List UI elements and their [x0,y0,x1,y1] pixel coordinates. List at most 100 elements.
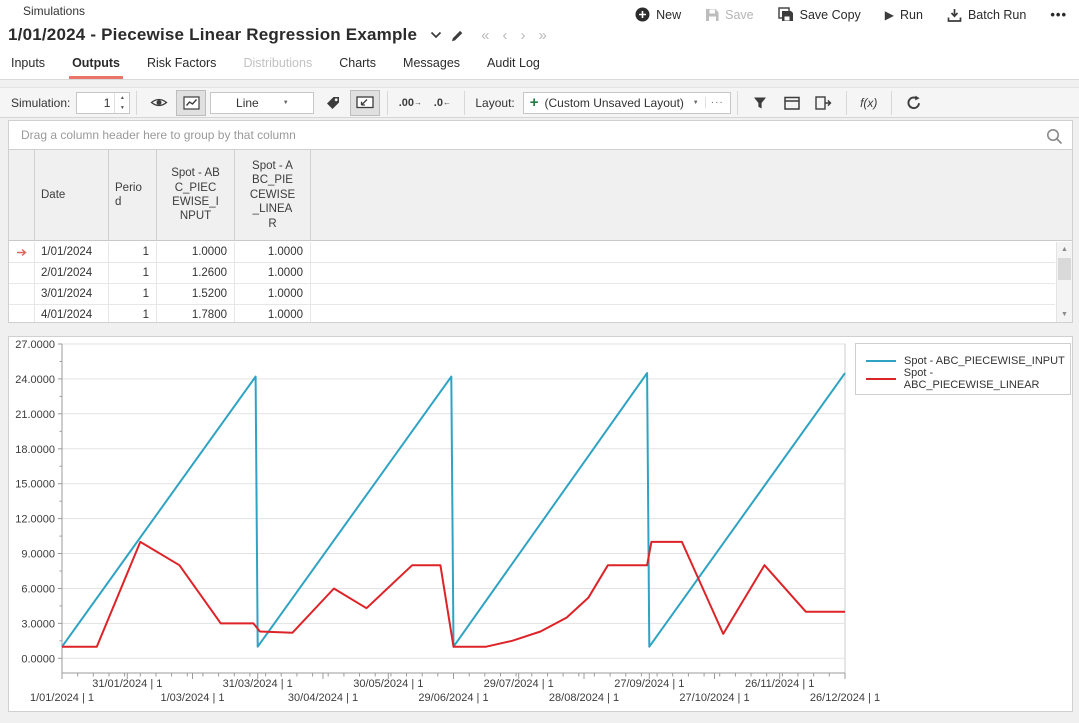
grid-vertical-scrollbar[interactable]: ▲ ▼ [1056,242,1072,322]
layout-value: (Custom Unsaved Layout) [545,96,687,110]
row-indicator-header [9,150,35,240]
grid-cell[interactable]: 1.0000 [235,284,311,304]
title-row: 1/01/2024 - Piecewise Linear Regression … [8,25,549,45]
legend-item-linear[interactable]: Spot - ABC_PIECEWISE_LINEAR [866,370,1070,388]
tab-risk-factors[interactable]: Risk Factors [144,52,219,79]
svg-text:1/01/2024 | 1: 1/01/2024 | 1 [30,692,94,704]
grid-cell[interactable]: 1.0000 [157,242,235,262]
scroll-down-button[interactable]: ▼ [1057,307,1072,322]
svg-text:6.0000: 6.0000 [21,584,55,596]
save-icon [705,8,719,22]
svg-text:28/08/2024 | 1: 28/08/2024 | 1 [549,692,619,704]
tag-icon [325,95,341,111]
preview-eye-button[interactable] [144,90,174,116]
edit-pencil-icon[interactable] [451,29,464,42]
scroll-thumb[interactable] [1058,258,1071,280]
tab-inputs[interactable]: Inputs [8,52,48,79]
svg-text:26/12/2024 | 1: 26/12/2024 | 1 [810,692,880,704]
header: Simulations New Save Save Copy ▶ Run [0,0,1079,80]
chart-type-value: Line [236,96,259,110]
grid-cell[interactable]: 1 [109,305,157,322]
spinner-down-button[interactable]: ▼ [115,103,129,113]
formula-button[interactable]: f(x) [854,90,884,116]
column-header-period[interactable]: Period [109,150,157,240]
nav-next-button[interactable]: › [518,27,527,44]
spinner-buttons: ▲ ▼ [114,93,129,113]
simulation-spinner[interactable]: 1 ▲ ▼ [76,92,130,114]
grid-header: Date Period Spot - ABC_PIECEWISE_INPUT S… [9,150,1072,241]
new-button[interactable]: New [635,7,681,22]
grid-cell[interactable]: 1.7800 [157,305,235,322]
grid-cell[interactable]: 1.0000 [235,305,311,322]
svg-text:29/06/2024 | 1: 29/06/2024 | 1 [418,692,488,704]
refresh-button[interactable] [899,90,929,116]
save-copy-button[interactable]: Save Copy [778,7,861,22]
table-row[interactable]: 2/01/202411.26001.0000 [9,263,1055,284]
new-label: New [656,8,681,22]
save-copy-icon [778,7,794,22]
grid-cell[interactable]: 1 [109,242,157,262]
svg-text:24.0000: 24.0000 [15,374,55,386]
spinner-up-button[interactable]: ▲ [115,93,129,103]
scroll-up-button[interactable]: ▲ [1057,242,1072,257]
layout-more-button[interactable]: ··· [705,97,724,108]
grid-cell[interactable]: 4/01/2024 [35,305,109,322]
toolbar-separator [846,91,847,115]
grid-cell[interactable]: 1.2600 [157,263,235,283]
app-label: Simulations [23,4,85,18]
layout-label: Layout: [475,96,514,110]
current-row-arrow-icon [9,242,35,262]
tab-charts[interactable]: Charts [336,52,379,79]
add-layout-button[interactable]: + [530,95,539,110]
layout-select[interactable]: + (Custom Unsaved Layout) ▼ ··· [523,92,731,114]
tab-audit-log[interactable]: Audit Log [484,52,543,79]
grid-header-filler [311,150,1072,240]
tags-button[interactable] [318,90,348,116]
search-icon[interactable] [1046,128,1063,145]
row-indicator-cell [9,305,35,322]
batch-run-icon [947,8,962,22]
remove-decimal-button[interactable]: .0← [427,90,457,116]
arrow-left-icon: ← [443,98,451,107]
toolbar-separator [737,91,738,115]
grid-cell[interactable]: 1.5200 [157,284,235,304]
svg-text:15.0000: 15.0000 [15,479,55,491]
title-dropdown-icon[interactable] [430,31,442,39]
column-header-date[interactable]: Date [35,150,109,240]
grid-cell[interactable]: 1 [109,263,157,283]
refresh-icon [906,95,922,110]
nav-prev-button[interactable]: ‹ [500,27,509,44]
simulation-value[interactable]: 1 [77,93,114,113]
save-button[interactable]: Save [705,8,754,22]
calendar-icon [784,96,800,110]
grid-cell[interactable]: 1/01/2024 [35,242,109,262]
tab-messages[interactable]: Messages [400,52,463,79]
grid-cell[interactable]: 1.0000 [235,263,311,283]
run-button[interactable]: ▶ Run [885,8,923,22]
group-by-bar[interactable]: Drag a column header here to group by th… [8,120,1073,150]
grid-cell[interactable]: 2/01/2024 [35,263,109,283]
nav-first-button[interactable]: « [479,27,491,44]
column-header-spot-linear[interactable]: Spot - ABC_PIECEWISE_LINEAR [235,150,311,240]
export-button[interactable] [809,90,839,116]
add-decimal-button[interactable]: .00→ [395,90,425,116]
column-header-spot-input[interactable]: Spot - ABC_PIECEWISE_INPUT [157,150,235,240]
table-row[interactable]: 3/01/202411.52001.0000 [9,284,1055,305]
show-chart-button[interactable] [176,90,206,116]
results-grid: Date Period Spot - ABC_PIECEWISE_INPUT S… [8,150,1073,323]
date-range-button[interactable] [777,90,807,116]
nav-last-button[interactable]: » [536,27,548,44]
svg-text:27/09/2024 | 1: 27/09/2024 | 1 [614,678,684,690]
grid-cell[interactable]: 1 [109,284,157,304]
chart-pointer-button[interactable] [350,90,380,116]
grid-cell[interactable]: 1.0000 [235,242,311,262]
tab-outputs[interactable]: Outputs [69,52,123,79]
chart-type-select[interactable]: Line ▼ [210,92,314,114]
batch-run-button[interactable]: Batch Run [947,8,1026,22]
row-indicator-cell [9,263,35,283]
more-actions-button[interactable]: ••• [1050,7,1067,22]
table-row[interactable]: 1/01/202411.00001.0000 [9,242,1055,263]
filter-button[interactable] [745,90,775,116]
grid-cell[interactable]: 3/01/2024 [35,284,109,304]
table-row[interactable]: 4/01/202411.78001.0000 [9,305,1055,322]
